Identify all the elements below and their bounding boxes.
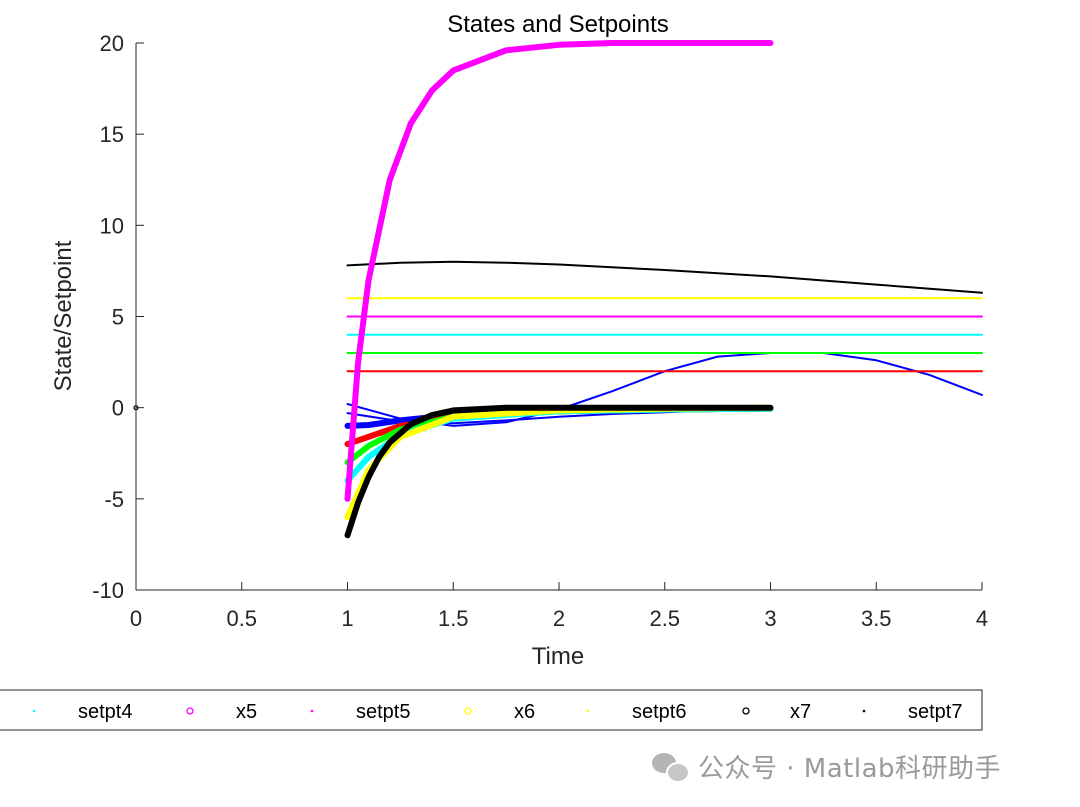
watermark: 公众号 · Matlab科研助手 xyxy=(652,746,1001,786)
legend-label: x5 xyxy=(236,701,257,723)
x-axis-title: Time xyxy=(532,643,584,670)
x-tick-label: 1 xyxy=(341,606,353,631)
legend-item-setpt7: setpt7 xyxy=(862,701,962,723)
legend-marker xyxy=(310,709,314,713)
series-line-1 xyxy=(346,260,983,294)
x-tick-label: 2 xyxy=(553,606,565,631)
legend-item-setpt6: setpt6 xyxy=(586,701,686,723)
x-tick-label: 1.5 xyxy=(438,606,469,631)
legend-marker xyxy=(186,707,194,715)
y-tick-label: 5 xyxy=(112,305,124,330)
legend-marker xyxy=(464,707,472,715)
legend-marker xyxy=(32,709,36,713)
x-tick-label: 3 xyxy=(764,606,776,631)
series-line-x5 xyxy=(344,40,774,502)
y-tick-label: -10 xyxy=(92,578,124,603)
y-ticks: -10 -5 0 5 10 15 20 xyxy=(92,31,144,603)
y-tick-label: 10 xyxy=(100,213,124,238)
x-ticks: 0 0.5 1 1.5 2 2.5 3 3.5 4 xyxy=(130,582,988,631)
legend-label: x7 xyxy=(790,701,811,723)
legend-marker xyxy=(862,709,866,713)
x-tick-label: 2.5 xyxy=(649,606,680,631)
chart-title: States and Setpoints xyxy=(447,11,668,38)
legend-label: x6 xyxy=(514,701,535,723)
legend-box xyxy=(0,689,983,731)
legend-item-x7: x7 xyxy=(742,701,811,723)
legend-item-x6: x6 xyxy=(464,701,535,723)
wechat-icon xyxy=(652,751,690,783)
plot-series xyxy=(133,40,983,539)
legend-marker xyxy=(742,707,750,715)
legend-label: setpt5 xyxy=(356,701,410,723)
y-tick-label: 15 xyxy=(100,122,124,147)
x-tick-label: 4 xyxy=(976,606,988,631)
legend-label: setpt7 xyxy=(908,701,962,723)
legend: setpt4 x5 setpt5 x6 setpt6 x7 setpt7 xyxy=(0,689,983,731)
legend-marker xyxy=(586,709,590,713)
series-line-x7 xyxy=(344,404,774,539)
y-tick-label: -5 xyxy=(104,487,124,512)
x-tick-label: 0 xyxy=(130,606,142,631)
x-tick-label: 3.5 xyxy=(861,606,892,631)
watermark-text: 公众号 · Matlab科研助手 xyxy=(698,753,1002,784)
legend-item-x5: x5 xyxy=(186,701,257,723)
y-tick-label: 0 xyxy=(112,396,124,421)
legend-label: setpt4 xyxy=(78,701,132,723)
x-tick-label: 0.5 xyxy=(226,606,257,631)
legend-item-setpt5: setpt5 xyxy=(310,701,410,723)
legend-item-setpt4: setpt4 xyxy=(32,701,132,723)
y-axis-title: State/Setpoint xyxy=(50,240,77,391)
y-tick-label: 20 xyxy=(100,31,124,56)
legend-label: setpt6 xyxy=(632,701,686,723)
